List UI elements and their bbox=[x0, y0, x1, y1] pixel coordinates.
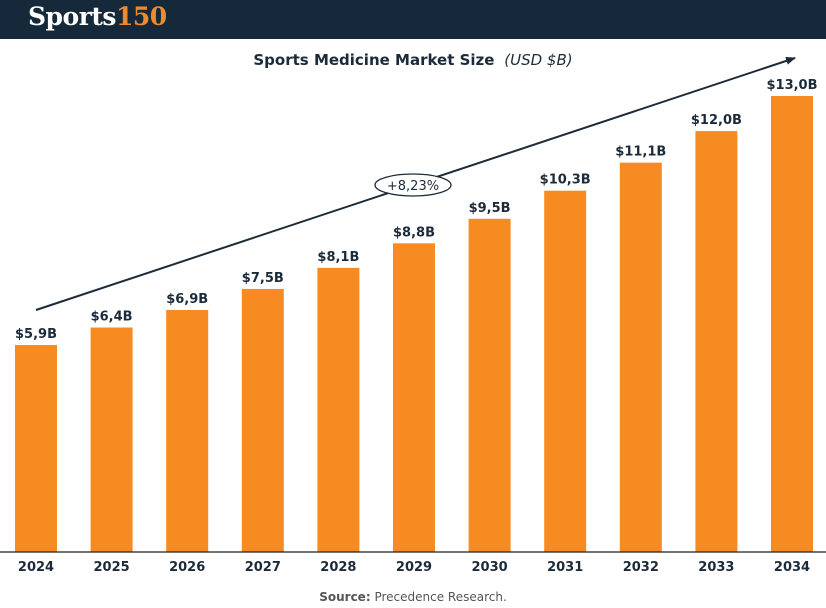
bar-2026 bbox=[166, 309, 209, 552]
logo-text-sports: Sports bbox=[28, 2, 117, 31]
bar-2033 bbox=[695, 131, 738, 553]
sports150-logo[interactable]: Sports150 bbox=[28, 2, 167, 32]
value-label-2034: $13,0B bbox=[766, 78, 817, 93]
x-tick-label-2032: 2032 bbox=[623, 560, 659, 575]
value-label-2024: $5,9B bbox=[15, 327, 57, 342]
value-label-2026: $6,9B bbox=[166, 292, 208, 307]
value-label-2031: $10,3B bbox=[540, 173, 591, 188]
growth-rate-badge bbox=[374, 173, 452, 197]
x-tick-label-2026: 2026 bbox=[169, 560, 205, 575]
bar-2034 bbox=[771, 96, 813, 552]
bar-2030 bbox=[468, 218, 511, 552]
x-tick-label-2029: 2029 bbox=[396, 560, 432, 575]
x-tick-labels-group: 2024 2025 2026 2027 2028 2029 2030 2031 2032 2033… bbox=[18, 560, 810, 575]
bar-chart: Sports Medicine Market Size (USD $B) +8,… bbox=[0, 51, 826, 575]
value-label-2033: $12,0B bbox=[691, 113, 742, 128]
chart-title: Sports Medicine Market Size (USD $B) bbox=[253, 51, 572, 69]
x-tick-label-2031: 2031 bbox=[547, 560, 583, 575]
x-tick-label-2027: 2027 bbox=[245, 560, 281, 575]
value-label-2032: $11,1B bbox=[615, 145, 666, 160]
x-tick-label-2034: 2034 bbox=[774, 560, 810, 575]
bar-2025 bbox=[90, 327, 133, 552]
value-labels-group: $5,9B $6,4B $6,9B $7,5B $8,1B $8,8B $9,5B $10,3… bbox=[15, 78, 818, 342]
logo-text-150: 150 bbox=[116, 2, 167, 31]
x-tick-label-2033: 2033 bbox=[698, 560, 734, 575]
bars-group bbox=[15, 96, 813, 553]
bar-2024 bbox=[15, 345, 57, 552]
growth-rate-label: +8,23% bbox=[387, 179, 439, 194]
x-tick-label-2024: 2024 bbox=[18, 560, 54, 575]
bar-2032 bbox=[619, 162, 662, 552]
x-tick-label-2028: 2028 bbox=[320, 560, 356, 575]
value-label-2028: $8,1B bbox=[317, 250, 359, 265]
bar-2029 bbox=[393, 243, 435, 553]
chart-title-main: Sports Medicine Market Size bbox=[253, 51, 494, 69]
value-label-2030: $9,5B bbox=[469, 201, 511, 216]
chart-title-unit: (USD $B) bbox=[504, 51, 572, 69]
value-label-2029: $8,8B bbox=[393, 225, 435, 240]
bar-2028 bbox=[317, 267, 360, 552]
source-label: Source: bbox=[319, 590, 371, 604]
value-label-2027: $7,5B bbox=[242, 271, 284, 286]
header-bar: Sports150 bbox=[0, 0, 826, 39]
bar-2031 bbox=[544, 190, 587, 552]
bar-2027 bbox=[241, 288, 284, 552]
value-label-2025: $6,4B bbox=[91, 310, 133, 325]
source-text: Precedence Research. bbox=[374, 590, 507, 604]
x-tick-label-2030: 2030 bbox=[472, 560, 508, 575]
x-tick-label-2025: 2025 bbox=[94, 560, 130, 575]
source-note: Source: Precedence Research. bbox=[0, 590, 826, 604]
